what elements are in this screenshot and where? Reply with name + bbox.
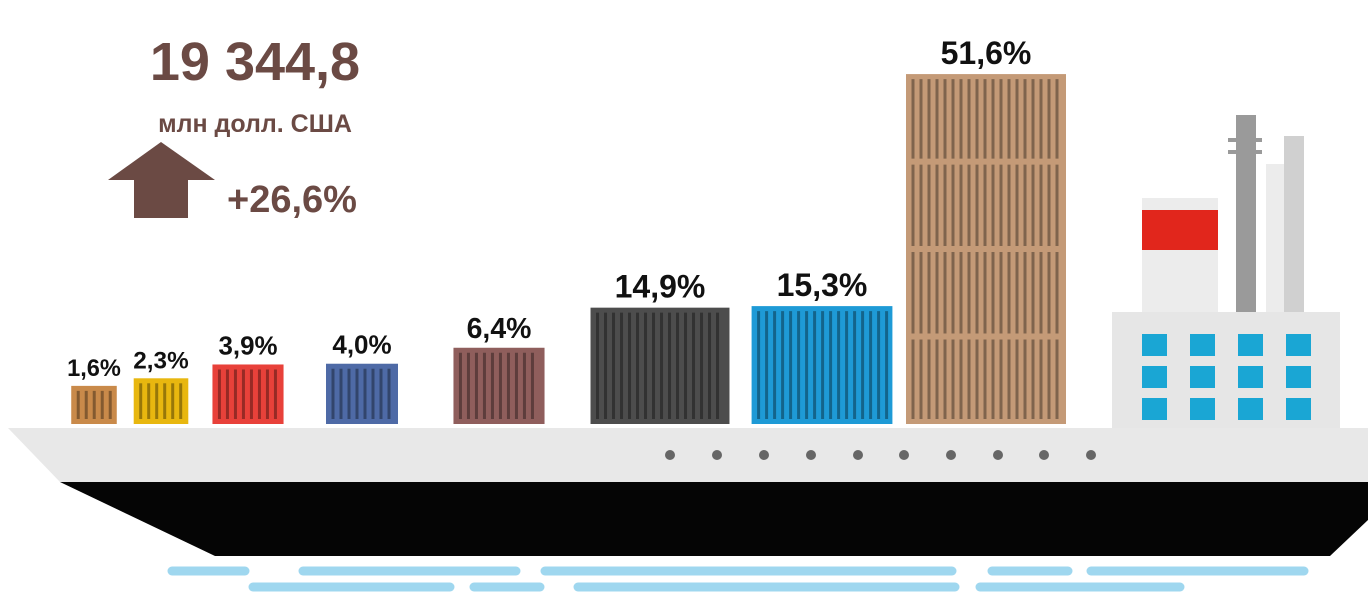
mast: [1236, 115, 1256, 312]
container: [212, 364, 283, 424]
hull: [60, 482, 1368, 556]
up-arrow: [108, 142, 215, 218]
value-label: 4,0%: [332, 330, 391, 360]
funnel: [1266, 164, 1286, 312]
mast-bar: [1228, 138, 1262, 142]
water: [172, 571, 1304, 587]
container: [326, 364, 398, 424]
value-label: 14,9%: [615, 269, 706, 305]
value-label: 1,6%: [67, 356, 121, 382]
change: +26,6%: [227, 179, 357, 221]
funnel: [1284, 136, 1304, 312]
chart: 19 344,8 млн долл. США +26,6% 1,6% 2,3% 3,…: [0, 0, 1368, 592]
total-unit: млн долл. США: [158, 110, 352, 138]
bridge-stripe: [1142, 210, 1218, 250]
value-label: 15,3%: [777, 267, 868, 303]
page: 19 344,8 млн долл. США +26,6% 1,6% 2,3% 3,…: [0, 0, 1368, 592]
total: 19 344,8: [150, 32, 360, 92]
value-label: 6,4%: [467, 313, 532, 345]
value-label: 51,6%: [941, 35, 1032, 71]
value-label: 3,9%: [218, 332, 277, 360]
mast-bar: [1228, 150, 1262, 154]
value-label: 2,3%: [133, 347, 188, 374]
deck: [8, 428, 1368, 482]
